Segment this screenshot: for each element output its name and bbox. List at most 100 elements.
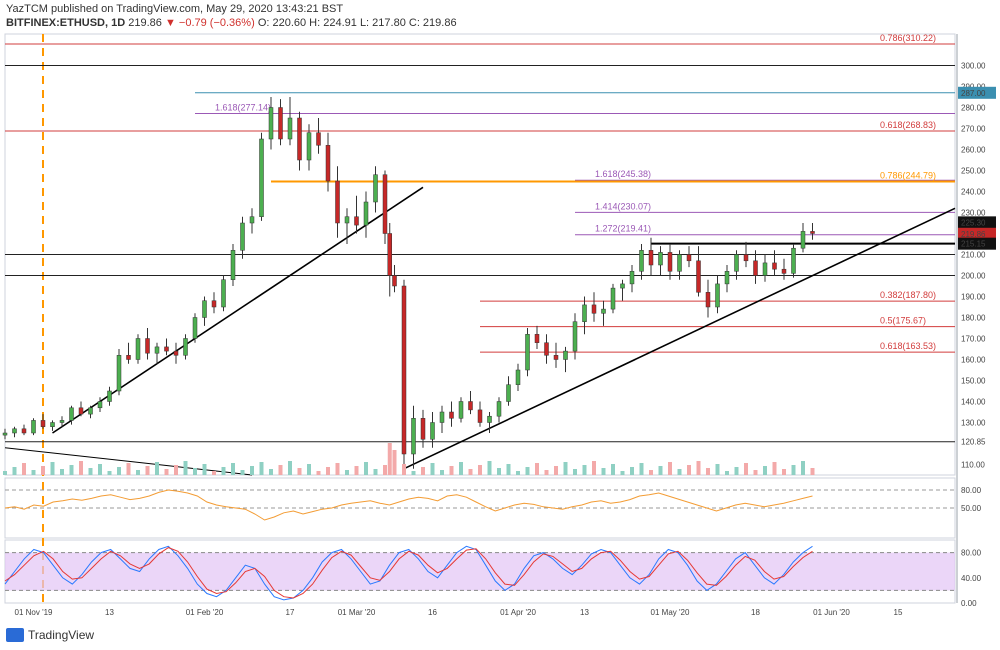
volume-bar xyxy=(31,470,36,475)
candle-body xyxy=(705,292,711,308)
candle-body xyxy=(88,407,93,415)
volume-bar xyxy=(554,466,558,475)
candle-body xyxy=(791,247,796,274)
candle-body xyxy=(800,231,806,249)
fib-level-label: 1.618(245.38) xyxy=(595,169,651,179)
price-badge xyxy=(958,216,996,229)
volume-bar xyxy=(772,462,777,475)
candle-body xyxy=(420,418,426,440)
volume-bar xyxy=(715,464,720,475)
candle-body xyxy=(667,252,673,272)
volume-bar xyxy=(387,443,392,475)
fib-level-label: 0.618(163.53) xyxy=(880,341,936,351)
candle-body xyxy=(810,231,815,234)
price-badge xyxy=(958,237,996,250)
candle-body xyxy=(135,338,141,360)
volume-bar xyxy=(345,470,349,475)
price-tick-label: 190.00 xyxy=(961,293,986,302)
candle-body xyxy=(335,180,340,224)
volume-bar xyxy=(791,465,796,475)
stoch-tick-label: 80.00 xyxy=(961,549,982,558)
volume-bar xyxy=(525,467,530,475)
candle-body xyxy=(563,350,568,360)
candle-body xyxy=(107,390,112,402)
candle-body xyxy=(50,422,55,427)
candle-body xyxy=(515,369,521,385)
volume-bar xyxy=(392,450,397,475)
candle-body xyxy=(97,401,103,409)
candle-body xyxy=(401,285,407,455)
candle-body xyxy=(553,355,559,360)
volume-bar xyxy=(744,463,748,475)
volume-bar xyxy=(107,471,112,475)
candle-body xyxy=(373,174,378,203)
volume-bar xyxy=(69,465,74,475)
time-tick-label: 16 xyxy=(428,608,437,617)
volume-bar xyxy=(164,469,169,475)
candle-body xyxy=(316,132,321,146)
candle-body xyxy=(12,428,17,434)
candle-body xyxy=(430,422,435,440)
rsi-tick-label: 50.00 xyxy=(961,504,982,513)
volume-bar xyxy=(630,467,634,475)
volume-bar xyxy=(763,466,767,475)
candle-body xyxy=(572,321,578,352)
stoch-k-line xyxy=(4,545,813,601)
fib-level-label: 0.382(187.80) xyxy=(880,290,936,300)
volume-bar xyxy=(50,462,55,475)
volume-bar xyxy=(278,465,283,475)
price-tick-label: 110.00 xyxy=(961,461,985,470)
price-tick-label: 260.00 xyxy=(961,146,986,155)
last-price: 219.86 xyxy=(128,17,162,29)
volume-bar xyxy=(449,466,454,475)
candle-body xyxy=(743,254,749,262)
candle-body xyxy=(59,420,65,423)
volume-bar xyxy=(402,464,406,475)
volume-bar xyxy=(668,462,672,475)
price-tick-label: 120.85 xyxy=(961,438,986,447)
candle-body xyxy=(2,432,8,436)
candle-body xyxy=(772,262,777,270)
volume-bar xyxy=(440,470,444,475)
candle-body xyxy=(249,216,255,224)
price-tick-label: 130.00 xyxy=(961,419,986,428)
fib-level-label: 1.414(230.07) xyxy=(595,201,651,211)
price-tick-label: 200.00 xyxy=(961,272,986,281)
volume-bar xyxy=(782,469,786,475)
candle-body xyxy=(762,262,768,276)
candle-body xyxy=(278,107,283,140)
volume-bar xyxy=(364,462,368,475)
volume-bar xyxy=(269,469,273,475)
volume-bar xyxy=(202,464,207,475)
tradingview-branding[interactable]: TradingView xyxy=(6,628,94,642)
volume-bar xyxy=(240,470,245,475)
candle-body xyxy=(344,216,350,224)
candle-body xyxy=(387,233,392,276)
volume-bar xyxy=(563,462,568,475)
price-badge-label: 215.15 xyxy=(961,240,986,249)
candle-body xyxy=(591,304,597,314)
price-tick-label: 280.00 xyxy=(961,104,986,113)
candle-body xyxy=(696,260,701,293)
volume-bar xyxy=(639,463,644,475)
volume-bar xyxy=(250,466,254,475)
ohlc-values: O: 220.60 H: 224.91 L: 217.80 C: 219.86 xyxy=(257,17,457,29)
volume-bar xyxy=(288,461,292,475)
price-tick-label: 240.00 xyxy=(961,188,986,197)
candle-body xyxy=(363,201,369,226)
volume-bar xyxy=(810,468,815,475)
price-badge xyxy=(958,86,996,99)
volume-bar xyxy=(478,465,482,475)
price-tick-label: 170.00 xyxy=(961,335,986,344)
volume-bar xyxy=(22,463,26,475)
candle-body xyxy=(781,268,787,274)
candle-body xyxy=(468,401,473,411)
candle-body xyxy=(648,250,654,266)
price-tick-label: 160.00 xyxy=(961,356,986,365)
volume-bar xyxy=(145,466,150,475)
volume-bar xyxy=(60,469,64,475)
price-badge-label: 225.30 xyxy=(961,218,986,227)
time-tick-label: 01 Jun '20 xyxy=(813,608,850,617)
volume-bar xyxy=(658,466,663,475)
